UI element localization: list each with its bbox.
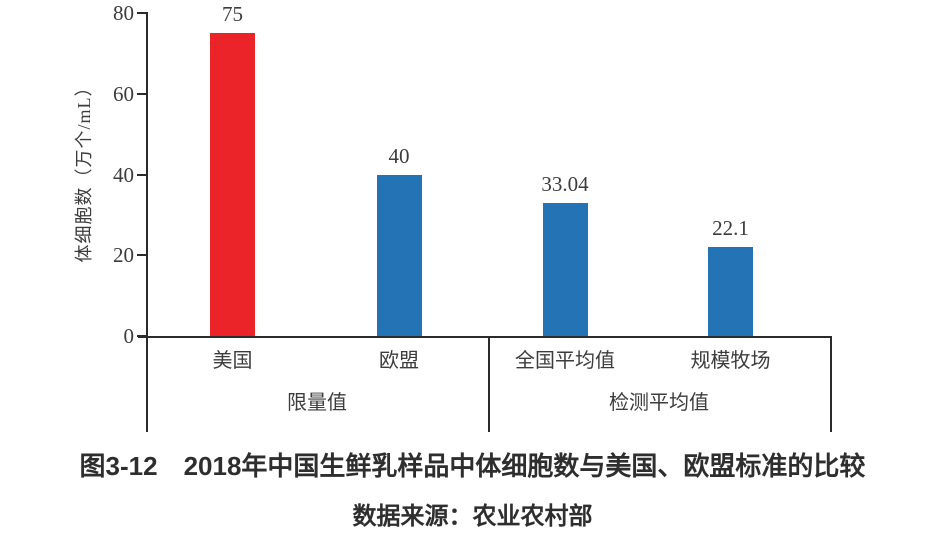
bar-value-label: 22.1	[712, 215, 749, 240]
y-axis-tick	[137, 12, 146, 14]
x-axis-line	[138, 336, 832, 338]
category-label-欧盟: 欧盟	[379, 350, 419, 372]
bar-欧盟	[376, 174, 422, 336]
bar-value-label: 40	[388, 143, 410, 168]
y-axis-tick	[137, 254, 146, 257]
y-axis-tick	[137, 92, 146, 95]
y-axis-line	[146, 12, 148, 338]
category-label-规模牧场: 规模牧场	[690, 350, 771, 372]
data-source: 数据来源：农业农村部	[352, 503, 593, 530]
plot-area: 75 40 33.04 22.1	[146, 4, 830, 336]
figure-caption: 图3-12 2018年中国生鲜乳样品中体细胞数与美国、欧盟标准的比较	[79, 451, 866, 481]
group-divider-middle	[488, 336, 490, 432]
y-axis-tick	[137, 173, 146, 176]
y-axis-tick-label: 60	[113, 81, 134, 106]
y-axis-tick-label: 0	[123, 324, 135, 348]
group-label-measured: 检测平均值	[609, 392, 709, 414]
bar-value-label: 75	[222, 2, 243, 27]
category-label-全国平均值: 全国平均值	[515, 350, 615, 372]
y-axis-tick	[137, 335, 146, 337]
bar-value-label: 33.04	[541, 171, 589, 196]
group-label-limit: 限量值	[287, 392, 347, 414]
bar-美国	[210, 33, 255, 336]
bar-全国平均值	[542, 202, 588, 336]
y-axis-tick-label: 40	[113, 162, 134, 187]
y-axis-tick-label: 80	[113, 1, 134, 25]
group-divider-right	[830, 336, 832, 432]
bar-规模牧场	[708, 246, 753, 336]
group-divider-left	[146, 336, 148, 432]
category-label-美国: 美国	[212, 350, 253, 372]
y-axis-tick-label: 20	[113, 243, 134, 268]
